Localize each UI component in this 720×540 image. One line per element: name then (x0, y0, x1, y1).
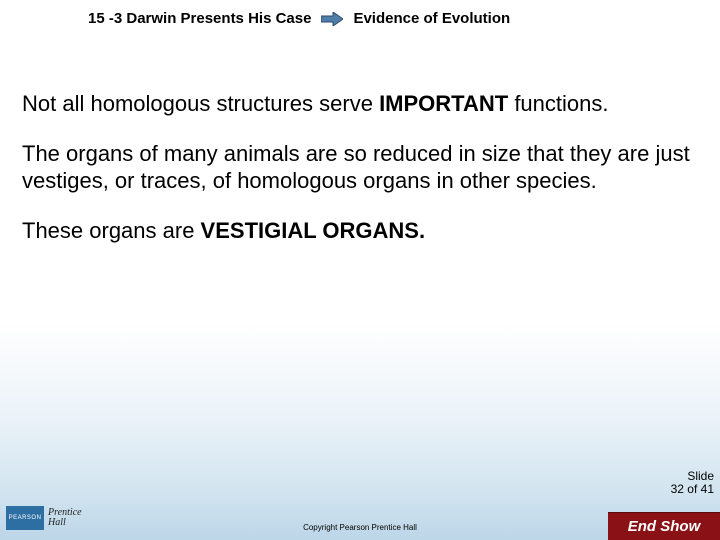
topic-title: Evidence of Evolution (353, 10, 510, 27)
paragraph-3: These organs are VESTIGIAL ORGANS. (22, 217, 692, 245)
slide-header: 15 -3 Darwin Presents His Case Evidence … (0, 0, 720, 27)
end-show-label: End Show (628, 518, 701, 535)
arrow-right-icon (321, 12, 343, 26)
publisher-logo: PEARSON Prentice Hall (6, 506, 82, 530)
copyright-text: Copyright Pearson Prentice Hall (303, 523, 417, 532)
slide-container: 15 -3 Darwin Presents His Case Evidence … (0, 0, 720, 540)
slide-count: 32 of 41 (671, 483, 714, 496)
end-show-button[interactable]: End Show (608, 512, 720, 540)
prentice-line2: Hall (48, 518, 82, 528)
paragraph-2: The organs of many animals are so reduce… (22, 140, 692, 195)
text-run: functions. (508, 91, 608, 116)
prentice-hall-text: Prentice Hall (48, 508, 82, 528)
section-number-title: 15 -3 Darwin Presents His Case (88, 10, 311, 27)
emphasis-vestigial: VESTIGIAL ORGANS. (201, 218, 426, 243)
slide-number: Slide 32 of 41 (671, 470, 714, 496)
text-run: These organs are (22, 218, 201, 243)
pearson-badge: PEARSON (6, 506, 44, 530)
slide-label: Slide (671, 470, 714, 483)
pearson-text: PEARSON (9, 515, 42, 521)
slide-body: Not all homologous structures serve IMPO… (22, 90, 692, 266)
emphasis-important: IMPORTANT (379, 91, 508, 116)
paragraph-1: Not all homologous structures serve IMPO… (22, 90, 692, 118)
text-run: Not all homologous structures serve (22, 91, 379, 116)
